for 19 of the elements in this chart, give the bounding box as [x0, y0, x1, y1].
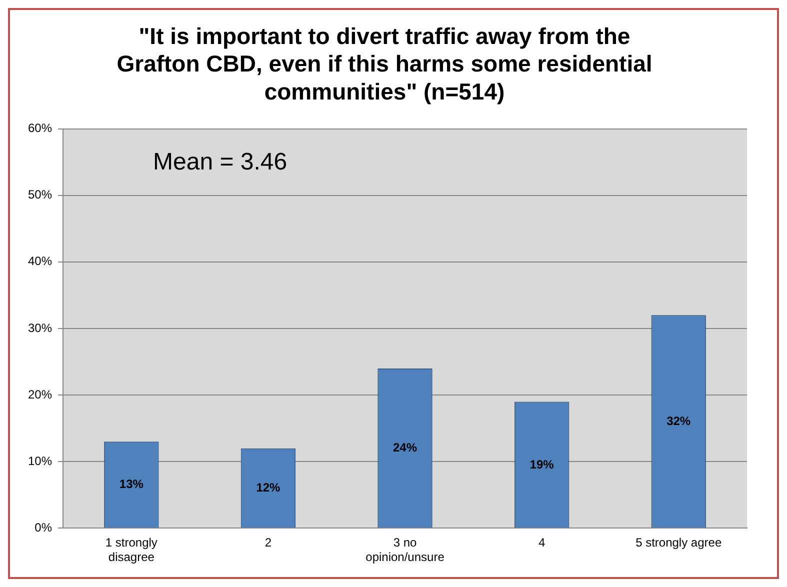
data-label: 12% [256, 480, 281, 495]
x-tick-label: 4 [538, 536, 546, 550]
x-tick-label: 3 no opinion/unsure [366, 536, 445, 564]
x-tick-label: 5 strongly agree [636, 536, 722, 550]
chart-title: "It is important to divert traffic away from the Grafton CBD, even if this harms some residential communities" (n=514) [116, 23, 652, 104]
data-label: 19% [530, 457, 554, 472]
y-tick-label: 40% [28, 254, 52, 268]
y-tick-label: 50% [28, 188, 52, 202]
y-tick-label: 10% [28, 454, 52, 468]
y-tick-label: 30% [28, 320, 52, 335]
y-tick-label: 0% [34, 520, 52, 535]
y-tick-label: 20% [28, 387, 52, 402]
data-label: 24% [392, 440, 418, 455]
data-label: 32% [666, 414, 691, 428]
annotation: Mean = 3.46 [153, 148, 288, 176]
data-label: 13% [119, 477, 144, 492]
x-tick-label: 1 strongly disagree [105, 536, 158, 564]
x-tick-label: 2 [264, 536, 272, 550]
y-tick-label: 60% [28, 121, 52, 136]
